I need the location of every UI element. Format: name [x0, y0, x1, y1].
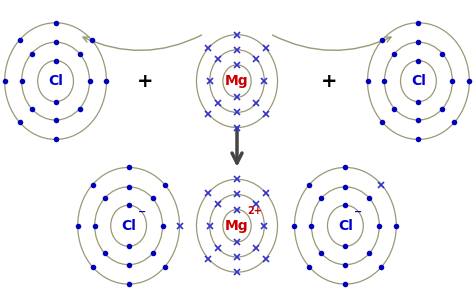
Text: Cl: Cl — [338, 219, 353, 233]
Text: 2+: 2+ — [247, 206, 262, 216]
Text: +: + — [320, 72, 337, 91]
Text: Mg: Mg — [225, 74, 249, 88]
Text: +: + — [137, 72, 154, 91]
Text: Mg: Mg — [225, 219, 249, 233]
Text: Cl: Cl — [121, 219, 136, 233]
Text: Cl: Cl — [411, 74, 426, 88]
Text: Cl: Cl — [48, 74, 63, 88]
Text: −: − — [137, 207, 146, 217]
Text: −: − — [355, 207, 363, 217]
